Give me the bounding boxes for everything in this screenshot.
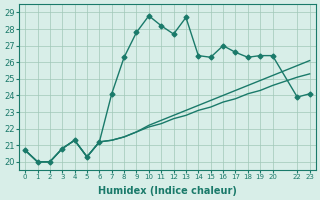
X-axis label: Humidex (Indice chaleur): Humidex (Indice chaleur)	[98, 186, 237, 196]
